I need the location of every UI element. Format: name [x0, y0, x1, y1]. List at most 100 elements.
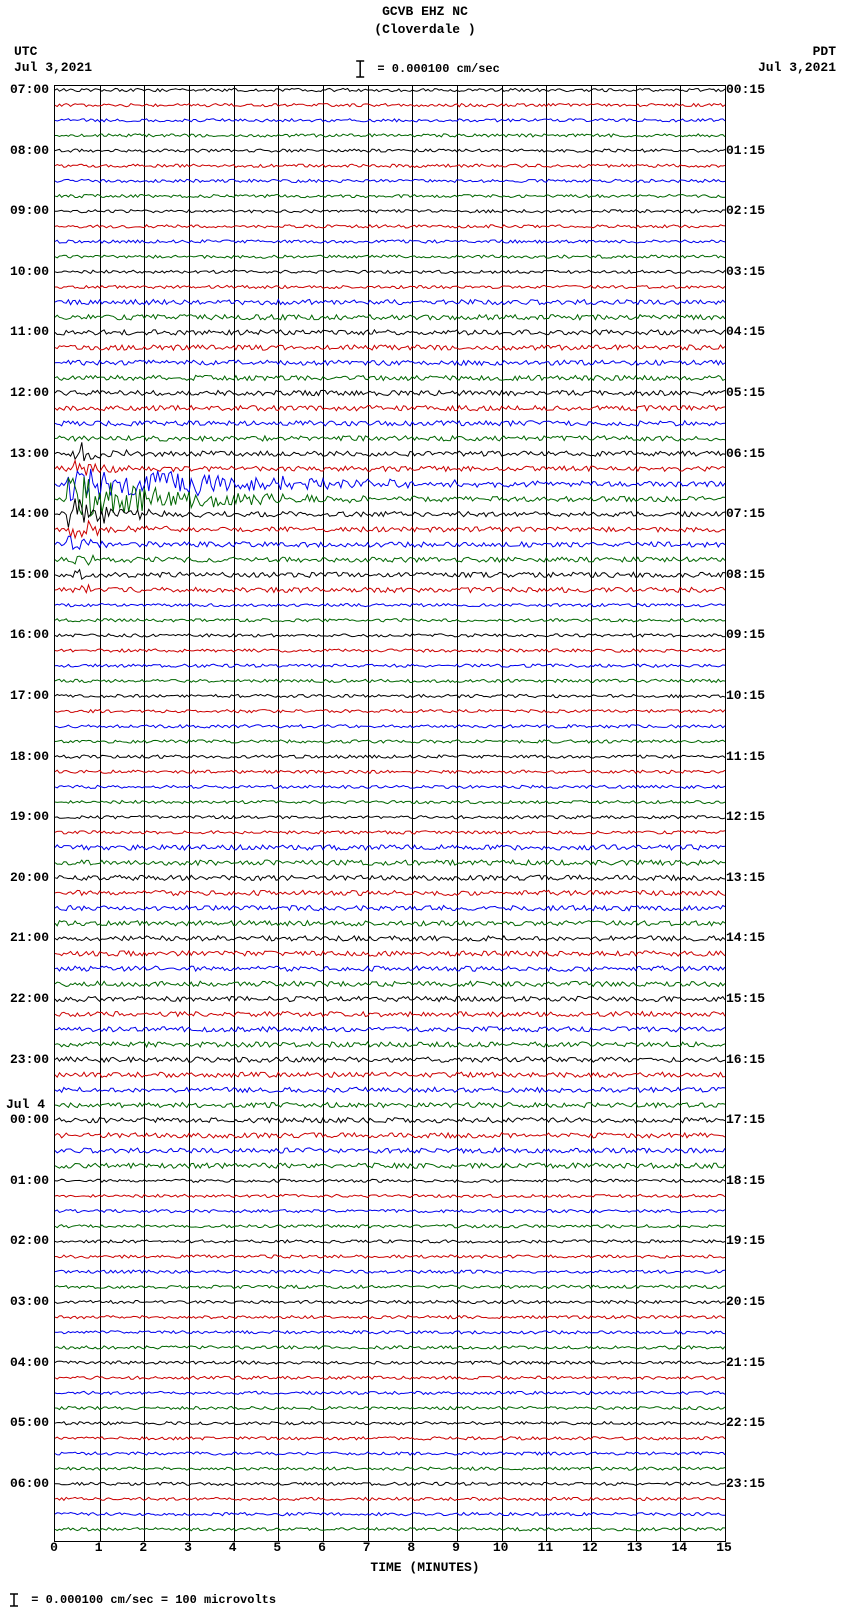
- seismic-trace: [55, 86, 725, 146]
- seismic-trace: [55, 86, 725, 146]
- seismic-trace: [55, 86, 725, 146]
- seismic-trace: [55, 86, 725, 146]
- pdt-time-label: 16:15: [726, 1052, 765, 1067]
- seismic-trace: [55, 86, 725, 146]
- grid-line: [100, 86, 101, 1541]
- footer-scale: = 0.000100 cm/sec = 100 microvolts: [4, 1593, 276, 1607]
- utc-time-label: 10:00: [10, 264, 49, 279]
- x-tick-label: 9: [452, 1540, 460, 1555]
- seismic-trace: [55, 86, 725, 146]
- seismic-trace: [55, 86, 725, 146]
- grid-line: [591, 86, 592, 1541]
- x-tick-label: 15: [716, 1540, 732, 1555]
- seismic-trace: [55, 86, 725, 146]
- seismic-trace: [55, 86, 725, 146]
- pdt-time-label: 02:15: [726, 203, 765, 218]
- seismic-trace: [55, 86, 725, 146]
- pdt-time-label: 15:15: [726, 991, 765, 1006]
- seismic-trace: [55, 86, 725, 146]
- date-right-label: Jul 3,2021: [758, 60, 836, 75]
- x-tick-label: 7: [363, 1540, 371, 1555]
- seismic-trace: [55, 86, 725, 146]
- station-code: GCVB EHZ NC: [0, 4, 850, 19]
- seismogram-plot: [54, 85, 726, 1542]
- pdt-time-label: 09:15: [726, 627, 765, 642]
- pdt-time-label: 22:15: [726, 1415, 765, 1430]
- station-location: (Cloverdale ): [0, 22, 850, 37]
- utc-time-label: 18:00: [10, 749, 49, 764]
- seismic-trace: [55, 86, 725, 146]
- seismic-trace: [55, 86, 725, 146]
- seismic-trace: [55, 86, 725, 146]
- utc-time-label: 14:00: [10, 506, 49, 521]
- pdt-time-label: 11:15: [726, 749, 765, 764]
- seismic-trace: [55, 86, 725, 146]
- seismic-trace: [55, 86, 725, 146]
- seismic-trace: [55, 86, 725, 146]
- seismic-trace: [55, 86, 725, 146]
- x-tick-label: 2: [139, 1540, 147, 1555]
- utc-time-label: 22:00: [10, 991, 49, 1006]
- seismic-trace: [55, 86, 725, 146]
- seismic-trace: [55, 86, 725, 146]
- pdt-time-label: 10:15: [726, 688, 765, 703]
- utc-time-label: 09:00: [10, 203, 49, 218]
- pdt-time-label: 23:15: [726, 1476, 765, 1491]
- utc-time-label: 02:00: [10, 1233, 49, 1248]
- seismic-trace: [55, 86, 725, 146]
- seismic-trace: [55, 86, 725, 146]
- seismic-trace: [55, 86, 725, 146]
- grid-line: [680, 86, 681, 1541]
- pdt-time-label: 05:15: [726, 385, 765, 400]
- seismic-trace: [55, 86, 725, 146]
- utc-time-label: 08:00: [10, 143, 49, 158]
- seismic-trace: [55, 86, 725, 146]
- seismic-trace: [55, 86, 725, 146]
- utc-time-label: 03:00: [10, 1294, 49, 1309]
- pdt-time-label: 08:15: [726, 567, 765, 582]
- footer-scale-text: = 0.000100 cm/sec = 100 microvolts: [31, 1593, 276, 1607]
- x-tick-label: 13: [627, 1540, 643, 1555]
- x-tick-label: 12: [582, 1540, 598, 1555]
- x-tick-label: 1: [95, 1540, 103, 1555]
- seismic-trace: [55, 86, 725, 146]
- seismic-trace: [55, 86, 725, 146]
- seismic-trace: [55, 86, 725, 146]
- grid-line: [502, 86, 503, 1541]
- seismic-trace: [55, 86, 725, 146]
- amplitude-scale: = 0.000100 cm/sec: [350, 60, 500, 78]
- seismic-trace: [55, 86, 725, 146]
- seismic-trace: [55, 86, 725, 146]
- seismic-trace: [55, 86, 725, 146]
- seismic-trace: [55, 86, 725, 146]
- grid-line: [189, 86, 190, 1541]
- seismic-trace: [55, 86, 725, 146]
- grid-line: [234, 86, 235, 1541]
- seismic-trace: [55, 86, 725, 146]
- seismic-trace: [55, 86, 725, 146]
- seismic-trace: [55, 86, 725, 146]
- grid-line: [546, 86, 547, 1541]
- seismic-trace: [55, 86, 725, 146]
- utc-time-label: 12:00: [10, 385, 49, 400]
- seismic-trace: [55, 86, 725, 146]
- tz-left-label: UTC: [14, 44, 37, 59]
- utc-time-label: 07:00: [10, 82, 49, 97]
- seismic-trace: [55, 86, 725, 146]
- utc-time-label: 13:00: [10, 446, 49, 461]
- seismic-trace: [55, 86, 725, 146]
- x-tick-label: 10: [493, 1540, 509, 1555]
- seismic-trace: [55, 86, 725, 146]
- pdt-time-label: 12:15: [726, 809, 765, 824]
- mid-date-label: Jul 4: [6, 1097, 45, 1112]
- grid-line: [144, 86, 145, 1541]
- seismic-trace: [55, 86, 725, 146]
- x-tick-label: 5: [273, 1540, 281, 1555]
- pdt-time-label: 18:15: [726, 1173, 765, 1188]
- tz-right-label: PDT: [813, 44, 836, 59]
- seismic-trace: [55, 86, 725, 146]
- amplitude-scale-text: = 0.000100 cm/sec: [377, 62, 499, 76]
- seismic-trace: [55, 86, 725, 146]
- grid-line: [457, 86, 458, 1541]
- seismic-trace: [55, 86, 725, 146]
